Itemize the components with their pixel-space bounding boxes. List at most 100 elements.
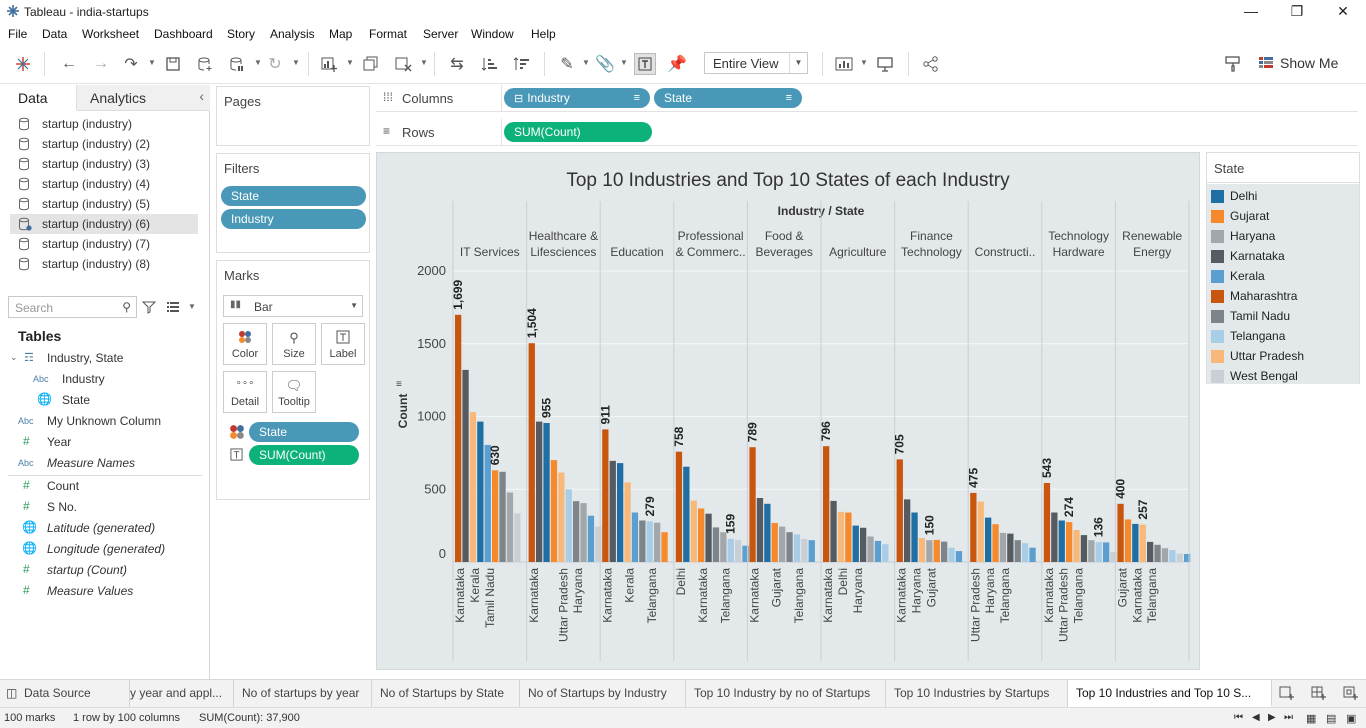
collapse-pane-icon[interactable]: ‹ (199, 88, 204, 104)
presentation-mode-icon[interactable] (874, 53, 896, 75)
chart-view[interactable]: Top 10 Industries and Top 10 States of e… (376, 152, 1200, 670)
sheet-sorter-icon[interactable]: ▣ (1346, 713, 1357, 725)
legend-item[interactable]: West Bengal (1211, 367, 1357, 385)
color-button[interactable]: Color (223, 323, 267, 365)
field-item[interactable]: 🌐 State (0, 390, 210, 410)
menu-analysis[interactable]: Analysis (270, 27, 315, 41)
data-source-item[interactable]: startup (industry) (4) (10, 174, 198, 194)
field-item[interactable]: Abc Measure Names (0, 453, 210, 473)
show-filmstrip-icon[interactable]: ▦ (1306, 713, 1317, 725)
prev-sheet-icon[interactable]: ◀ (1252, 712, 1260, 723)
data-source-item[interactable]: startup (industry) (7) (10, 234, 198, 254)
legend-item[interactable]: Haryana (1211, 227, 1357, 245)
show-tabs-icon[interactable]: ▤ (1326, 713, 1337, 725)
menu-help[interactable]: Help (531, 27, 556, 41)
minimize-icon[interactable]: — (1244, 3, 1258, 19)
chevron-down-icon[interactable]: ▼ (789, 53, 807, 73)
first-sheet-icon[interactable]: ⏮ (1234, 712, 1243, 723)
menu-window[interactable]: Window (471, 27, 514, 41)
field-item[interactable]: # startup (Count) (0, 560, 210, 580)
tab-sheet-7-active[interactable]: Top 10 Industries and Top 10 S... (1068, 680, 1272, 707)
redo-icon[interactable]: → (93, 55, 109, 72)
replay-icon[interactable]: ↷ (124, 56, 138, 73)
size-button[interactable]: ⚲ Size (272, 323, 316, 365)
duplicate-sheet-icon[interactable] (360, 53, 382, 75)
view-options-icon[interactable] (162, 296, 184, 318)
group-members-icon[interactable]: 📎 (595, 56, 615, 73)
rows-shelf[interactable]: ≡ Rows SUM(Count) (376, 119, 1358, 146)
legend-item[interactable]: Delhi (1211, 187, 1357, 205)
columns-pill-industry[interactable]: ⊟ Industry ≡ (504, 88, 650, 108)
field-item[interactable]: # Count (0, 476, 210, 496)
tab-sheet-5[interactable]: Top 10 Industry by no of Startups (686, 680, 886, 707)
field-item[interactable]: # Measure Values (0, 581, 210, 601)
data-source-item[interactable]: startup (industry) (6) (10, 214, 198, 234)
field-item[interactable]: ⌄ ☶ Industry, State (0, 348, 210, 368)
mark-type-select[interactable]: ▮▮ Bar ▼ (223, 295, 363, 317)
marks-pill-sum-count[interactable]: SUM(Count) (249, 445, 359, 465)
undo-icon[interactable]: ← (61, 55, 77, 72)
chevron-down-icon[interactable]: ▼ (346, 58, 354, 67)
tab-data-source[interactable]: ◫ Data Source (0, 680, 130, 707)
tab-analytics[interactable]: Analytics ‹ (77, 85, 210, 111)
tab-sheet-3[interactable]: No of Startups by State (372, 680, 520, 707)
tab-sheet-1[interactable]: y year and appl... (130, 680, 234, 707)
filter-icon[interactable] (138, 296, 160, 318)
tab-sheet-4[interactable]: No of Startups by Industry (520, 680, 686, 707)
chevron-down-icon[interactable]: ▼ (620, 58, 628, 67)
marks-pill-state[interactable]: State (249, 422, 359, 442)
field-item[interactable]: # S No. (0, 497, 210, 517)
share-icon[interactable] (920, 53, 942, 75)
chevron-down-icon[interactable]: ▼ (420, 58, 428, 67)
chevron-down-icon[interactable]: ▼ (292, 58, 300, 67)
field-item[interactable]: 🌐 Longitude (generated) (0, 539, 210, 559)
legend-item[interactable]: Telangana (1211, 327, 1357, 345)
add-datasource-icon[interactable] (194, 53, 216, 75)
detail-button[interactable]: ∘∘∘ Detail (223, 371, 267, 413)
field-item[interactable]: # Year (0, 432, 210, 452)
chevron-down-icon[interactable]: ▼ (254, 58, 262, 67)
save-icon[interactable] (162, 53, 184, 75)
marks-card[interactable]: Marks ▮▮ Bar ▼ Color ⚲ Size Label ∘∘∘ De… (216, 260, 370, 500)
clear-sheet-icon[interactable] (392, 53, 414, 75)
data-source-item[interactable]: startup (industry) (8) (10, 254, 198, 274)
next-sheet-icon[interactable]: ▶ (1268, 712, 1276, 723)
cards-toggle-icon[interactable] (834, 53, 856, 75)
swap-rows-columns-icon[interactable]: ⇆ (450, 56, 464, 73)
restore-icon[interactable]: ❐ (1290, 3, 1304, 19)
menu-data[interactable]: Data (42, 27, 68, 41)
legend-item[interactable]: Kerala (1211, 267, 1357, 285)
sort-descending-icon[interactable] (510, 53, 532, 75)
legend-item[interactable]: Tamil Nadu (1211, 307, 1357, 325)
columns-shelf[interactable]: ⁞⁞⁞ Columns ⊟ Industry ≡ State ≡ (376, 85, 1358, 112)
close-icon[interactable]: ✕ (1337, 3, 1349, 19)
tableau-home-icon[interactable] (12, 53, 34, 75)
new-story-tab-icon[interactable] (1340, 682, 1362, 704)
fix-axes-icon[interactable]: 📌 (667, 56, 687, 73)
filter-pill-industry[interactable]: Industry (221, 209, 366, 229)
tab-sheet-2[interactable]: No of startups by year (234, 680, 372, 707)
columns-pill-state[interactable]: State ≡ (654, 88, 802, 108)
data-source-item[interactable]: startup (industry) (2) (10, 134, 198, 154)
search-input[interactable]: Search ⚲ (8, 296, 137, 318)
show-mark-labels-icon[interactable] (634, 53, 656, 75)
last-sheet-icon[interactable]: ⏭ (1284, 712, 1293, 723)
legend-item[interactable]: Karnataka (1211, 247, 1357, 265)
data-source-item[interactable]: startup (industry) (10, 114, 198, 134)
data-source-item[interactable]: startup (industry) (5) (10, 194, 198, 214)
chevron-down-icon[interactable]: ▼ (860, 58, 868, 67)
new-worksheet-icon[interactable] (318, 53, 340, 75)
menu-server[interactable]: Server (423, 27, 459, 41)
tab-data[interactable]: Data (0, 85, 77, 111)
fit-view-select[interactable]: Entire View ▼ (704, 52, 808, 74)
pause-updates-icon[interactable] (226, 53, 248, 75)
legend-item[interactable]: Uttar Pradesh (1211, 347, 1357, 365)
field-item[interactable]: Abc Industry (0, 369, 210, 389)
show-me-button[interactable]: Show Me (1258, 53, 1338, 73)
chevron-down-icon[interactable]: ▼ (188, 302, 196, 311)
data-source-item[interactable]: startup (industry) (3) (10, 154, 198, 174)
highlight-icon[interactable]: ✎ (560, 56, 574, 73)
refresh-icon[interactable]: ↻ (268, 56, 282, 73)
filter-pill-state[interactable]: State (221, 186, 366, 206)
format-painter-icon[interactable] (1222, 53, 1244, 75)
